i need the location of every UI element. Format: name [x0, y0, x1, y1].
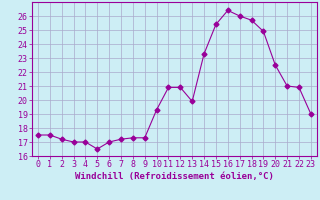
X-axis label: Windchill (Refroidissement éolien,°C): Windchill (Refroidissement éolien,°C) — [75, 172, 274, 181]
